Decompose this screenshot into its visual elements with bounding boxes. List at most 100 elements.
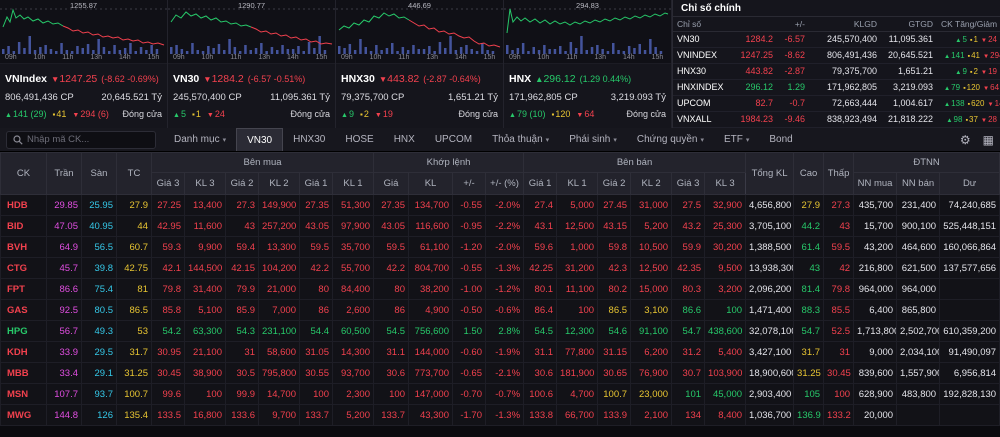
ref-count: 120 (963, 83, 980, 92)
nav-item-vn30[interactable]: VN30 (236, 128, 284, 151)
index-value: 82.7 (731, 95, 777, 112)
table-row: FPT 86.6 75.4 81 79.8 31,400 79.9 21,000 80 84,40… (0, 278, 1000, 300)
cell-buy-kl2: 231,100 (258, 320, 300, 342)
cell-ck[interactable]: KDH (0, 341, 47, 363)
cell-sell-gia1: 133.8 (523, 404, 558, 426)
index-chart-hnx30[interactable]: 446.69 09h 10h 11h 13h 14h 15h HNX30 443.… (336, 0, 504, 128)
cell-ck[interactable]: BVH (0, 236, 47, 258)
search-input[interactable] (27, 134, 149, 145)
cell-tong-kl: 1,036,700 (745, 404, 795, 426)
cell-ck[interactable]: FPT (0, 278, 47, 300)
nav-item-thoa-thuan[interactable]: Thỏa thuận ▾ (492, 134, 550, 145)
cell-nn-ban: 1,557,900 (896, 362, 941, 384)
cell-ck[interactable]: MWG (0, 404, 47, 426)
cell-tran: 86.6 (46, 278, 82, 300)
cell-buy-gia3: 30.95 (151, 341, 185, 363)
nav-item-hnx[interactable]: HNX (393, 134, 415, 145)
index-gtgd: 1,004.617 (881, 95, 937, 112)
index-volume: 79,375,700 CP (341, 91, 405, 103)
nav-item-phai-sinh[interactable]: Phái sinh ▾ (569, 134, 617, 145)
index-change: -6.57 (777, 31, 809, 48)
ref-count: 41 (968, 51, 980, 60)
cell-sell-kl1: 1,000 (556, 236, 599, 258)
col-header-tong-kl: Tổng KL (745, 152, 795, 195)
stock-table-body: HDB 29.85 25.95 27.9 27.25 13,400 27.3 149,900 2… (0, 194, 1000, 426)
cell-cao: 81.4 (793, 278, 825, 300)
col-header-updown: CK Tăng/Giảm (937, 17, 1000, 32)
cell-buy-kl2: 795,800 (258, 362, 300, 384)
cell-thap: 52.5 (823, 320, 855, 342)
cell-ck[interactable]: BID (0, 215, 47, 237)
chart-area: 1290.77 09h 10h 11h 13h 14h 15h (168, 0, 336, 64)
cell-match-chg: -1.00 (452, 278, 486, 300)
nav-icons: ⚙ ▦ (960, 128, 994, 151)
cell-match-gia: 31.1 (373, 341, 409, 363)
col-header-sell-kl2: KL 2 (630, 172, 673, 195)
cell-sell-gia3: 43.2 (671, 215, 706, 237)
cell-buy-gia3: 59.3 (151, 236, 185, 258)
nav-item-etf[interactable]: ETF ▾ (723, 134, 750, 145)
cell-sell-gia2: 42.3 (597, 257, 632, 279)
cell-thap: 100 (823, 383, 855, 405)
index-name[interactable]: VN30 (673, 31, 731, 48)
cell-ck[interactable]: HDB (0, 194, 47, 216)
cell-nn-mua: 628,900 (853, 383, 898, 405)
cell-buy-gia3: 54.2 (151, 320, 185, 342)
up-count: 5 (955, 35, 967, 44)
cell-match-pct: -1.3% (484, 404, 525, 426)
cell-sell-kl1: 12,500 (556, 215, 599, 237)
col-header-ck: CK (0, 152, 47, 195)
cell-ck[interactable]: MSN (0, 383, 47, 405)
cell-buy-gia3: 85.8 (151, 299, 185, 321)
cell-match-chg: -1.20 (452, 236, 486, 258)
cell-sell-gia2: 80.2 (597, 278, 632, 300)
cell-nn-ban: 2,502,700 (896, 320, 941, 342)
cell-san: 40.95 (81, 215, 117, 237)
cell-match-kl: 756,600 (408, 320, 453, 342)
index-chart-vnindex[interactable]: 1255.87 09h 10h 11h 13h 14h 15h VNIndex1… (0, 0, 168, 128)
index-change: (-2.87 -0.64%) (423, 73, 481, 84)
chart-info: VNIndex1247.25 (-8.62 -0.69%) 806,491,436… (0, 64, 167, 128)
index-row: HNXINDEX296.121.29171,962,8053,219.09379… (673, 79, 1000, 96)
nav-item-bond[interactable]: Bond (769, 134, 793, 145)
index-name[interactable]: UPCOM (673, 95, 731, 112)
cell-nn-mua: 20,000 (853, 404, 898, 426)
index-chart-vn30[interactable]: 1290.77 09h 10h 11h 13h 14h 15h VN301284… (168, 0, 336, 128)
cell-san: 29.1 (81, 362, 117, 384)
cell-sell-kl2: 3,100 (630, 299, 673, 321)
nav-item-upcom[interactable]: UPCOM (434, 134, 473, 145)
settings-gear-icon[interactable]: ⚙ (959, 132, 971, 147)
cell-buy-kl3: 5,100 (184, 299, 226, 321)
cell-du: 74,240,685 (939, 194, 1000, 216)
index-chart-hnx[interactable]: 294.83 09h 10h 11h 13h 14h 15h HNX296.12… (504, 0, 672, 128)
cell-ck[interactable]: HPG (0, 320, 47, 342)
index-name[interactable]: VNXALL (673, 111, 731, 128)
cell-thap: 27.3 (823, 194, 855, 216)
nav-item-danh-muc[interactable]: Danh mục ▾ (174, 134, 227, 145)
cell-match-chg: -0.60 (452, 341, 486, 363)
cell-nn-mua: 1,713,800 (853, 320, 898, 342)
cell-sell-gia1: 100.6 (523, 383, 558, 405)
cell-sell-kl2: 31,000 (630, 194, 673, 216)
cell-ck[interactable]: CTG (0, 257, 47, 279)
index-name[interactable]: HNX30 (673, 63, 731, 80)
cell-match-chg: -0.95 (452, 215, 486, 237)
cell-ck[interactable]: MBB (0, 362, 47, 384)
cell-ck[interactable]: GAS (0, 299, 47, 321)
index-row: VNINDEX 1247.25 -8.62 806,491,436 20,645.521… (673, 47, 1000, 64)
index-name[interactable]: HNXINDEX (673, 79, 731, 96)
index-name[interactable]: VNINDEX (673, 47, 731, 64)
index-name: VNIndex (5, 72, 48, 85)
table-row: BID 47.05 40.95 44 42.95 11,600 43 257,200 43.05… (0, 215, 1000, 237)
cell-match-chg: -0.70 (452, 383, 486, 405)
cell-tran: 56.7 (46, 320, 82, 342)
layout-grid-icon[interactable]: ▦ (982, 132, 994, 147)
index-volume: 171,962,805 CP (509, 91, 578, 103)
col-header-buy-kl3: KL 3 (184, 172, 226, 195)
nav-item-hose[interactable]: HOSE (345, 134, 374, 145)
cell-match-pct: -2.1% (484, 362, 525, 384)
nav-item-hnx30[interactable]: HNX30 (293, 134, 326, 145)
cell-nn-mua: 964,000 (853, 278, 898, 300)
nav-item-chung-quyen[interactable]: Chứng quyền ▾ (636, 134, 704, 145)
index-klgd: 79,375,700 (809, 63, 881, 80)
